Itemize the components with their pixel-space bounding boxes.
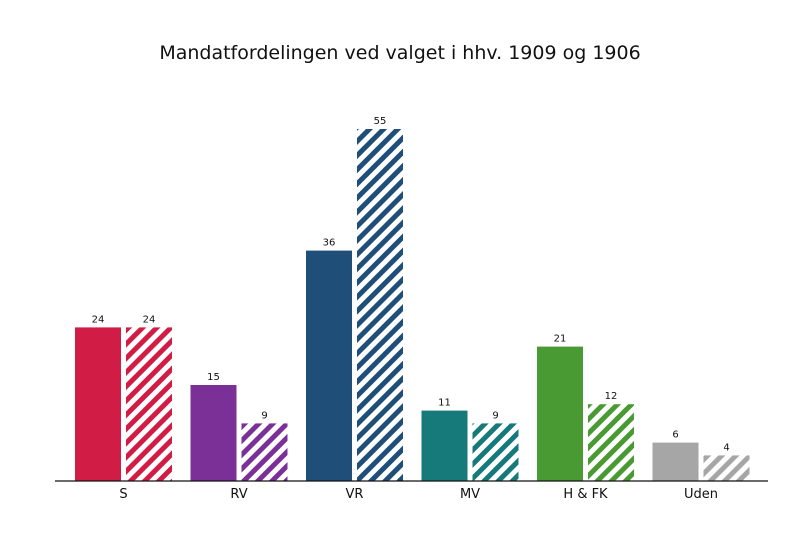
bar-mv-series-2 [472, 423, 519, 481]
data-label: 9 [492, 410, 498, 421]
bar-h-fk-series-2 [588, 404, 634, 481]
x-tick-label: VR [346, 487, 364, 502]
bar-vr-series-1 [306, 250, 352, 481]
bar-s-series-1 [75, 327, 121, 481]
data-label: 55 [374, 116, 387, 127]
data-label: 15 [207, 372, 220, 383]
data-label: 11 [438, 398, 451, 409]
bar-s-series-2 [126, 327, 172, 481]
data-label: 24 [143, 314, 156, 325]
bars-layer [75, 129, 750, 481]
x-tick-label: MV [460, 487, 480, 502]
x-tick-label: RV [230, 487, 247, 502]
data-label: 24 [92, 314, 105, 325]
chart-title: Mandatfordelingen ved valget i hhv. 1909… [159, 42, 641, 64]
data-label: 6 [672, 430, 678, 441]
data-label: 12 [605, 391, 618, 402]
labels-layer: 24 24 S 15 9 RV 36 55 VR 11 9 MV 21 12 H & FK 6 4 Uden [92, 116, 730, 502]
x-tick-label: Uden [684, 487, 718, 502]
x-tick-label: H & FK [563, 487, 608, 502]
bar-uden-series-2 [703, 455, 750, 481]
bar-rv-series-2 [241, 423, 288, 481]
bar-rv-series-1 [190, 385, 237, 481]
bar-uden-series-1 [652, 442, 699, 481]
bar-h-fk-series-1 [537, 346, 583, 481]
data-label: 9 [261, 410, 267, 421]
bar-vr-series-2 [357, 129, 403, 481]
data-label: 4 [723, 442, 729, 453]
data-label: 21 [554, 334, 567, 345]
bar-mv-series-1 [421, 410, 468, 481]
data-label: 36 [323, 238, 336, 249]
x-tick-label: S [119, 487, 127, 502]
